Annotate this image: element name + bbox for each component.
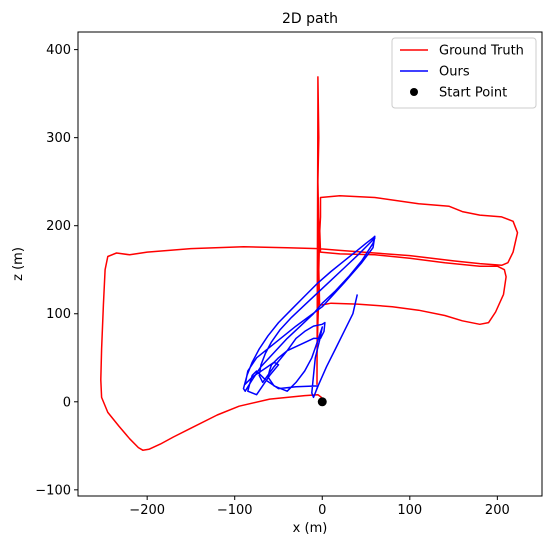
- x-tick-label: 200: [485, 503, 510, 518]
- y-tick-label: 400: [46, 43, 71, 58]
- y-tick-label: 100: [46, 307, 71, 322]
- legend-label: Ground Truth: [439, 44, 524, 59]
- x-axis-label: x (m): [293, 521, 328, 536]
- y-axis-ticks: −100 0 100 200 300 400: [35, 43, 78, 498]
- legend-label: Ours: [439, 65, 470, 80]
- x-tick-label: −200: [129, 503, 165, 518]
- legend-items: Ground Truth Ours Start Point: [400, 44, 524, 101]
- y-tick-label: 0: [63, 395, 71, 410]
- series-line-1: [242, 235, 376, 399]
- x-axis-ticks: −200 −100 0 100 200: [129, 496, 510, 518]
- series-line-0: [100, 76, 519, 451]
- series-layer: [100, 76, 519, 451]
- x-tick-label: 100: [397, 503, 422, 518]
- start-point-marker: [317, 397, 327, 407]
- y-tick-label: −100: [35, 483, 71, 498]
- x-tick-label: −100: [217, 503, 253, 518]
- legend: Ground Truth Ours Start Point: [391, 37, 537, 109]
- y-tick-label: 200: [46, 219, 71, 234]
- legend-swatch-marker: [410, 88, 418, 96]
- legend-box: [391, 37, 537, 109]
- legend-label: Start Point: [439, 86, 507, 101]
- x-tick-label: 0: [318, 503, 326, 518]
- plot-frame: [77, 31, 543, 497]
- chart-title: 2D path: [282, 11, 338, 27]
- y-tick-label: 300: [46, 131, 71, 146]
- y-axis-label: z (m): [11, 247, 26, 281]
